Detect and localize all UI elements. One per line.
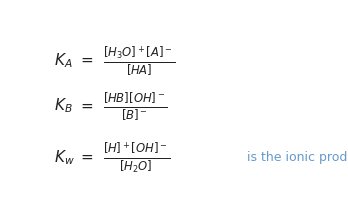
Text: $\frac{[H]^+[OH]^-}{[H_2O]}$: $\frac{[H]^+[OH]^-}{[H_2O]}$ — [103, 140, 170, 175]
Text: is the ionic product of water.: is the ionic product of water. — [243, 151, 348, 164]
Text: =: = — [80, 98, 93, 114]
Text: =: = — [80, 150, 93, 165]
Text: $\mathit{K}_{B}$: $\mathit{K}_{B}$ — [54, 97, 73, 116]
Text: $\frac{[HB][OH]^-}{[B]^-}$: $\frac{[HB][OH]^-}{[B]^-}$ — [103, 91, 168, 122]
Text: =: = — [80, 53, 93, 68]
Text: $\mathit{K}_{A}$: $\mathit{K}_{A}$ — [54, 51, 73, 70]
Text: $\mathit{K}_{w}$: $\mathit{K}_{w}$ — [54, 148, 75, 167]
Text: $\frac{[H_3O]^+[A]^-}{[HA]}$: $\frac{[H_3O]^+[A]^-}{[HA]}$ — [103, 45, 175, 77]
